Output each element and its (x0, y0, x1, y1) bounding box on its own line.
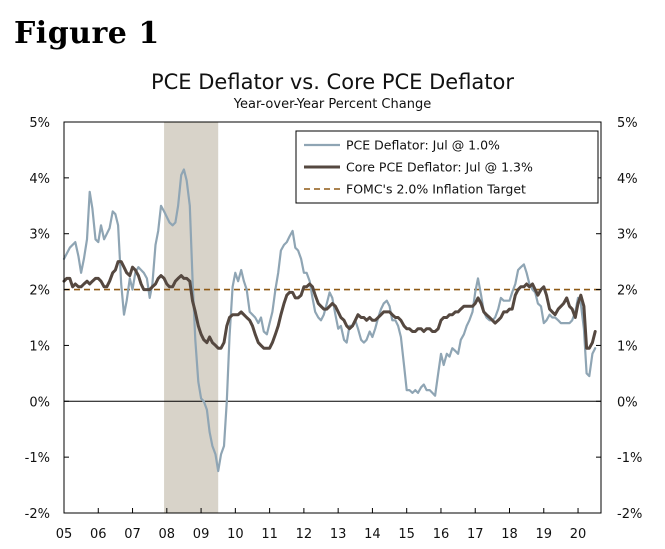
y-tick-label-left: -2% (25, 507, 50, 522)
legend-item-core-pce-deflator-label: Core PCE Deflator: Jul @ 1.3% (346, 160, 533, 175)
y-tick-label-right: 2% (617, 284, 638, 299)
y-tick-label-left: 2% (29, 284, 50, 299)
x-tick-label: 15 (398, 527, 415, 542)
x-tick-label: 05 (56, 527, 73, 542)
y-tick-label-left: 0% (29, 395, 50, 410)
x-tick-label: 10 (227, 527, 244, 542)
legend-box (295, 130, 599, 204)
legend-item-fomc-target-label: FOMC's 2.0% Inflation Target (346, 182, 526, 197)
x-tick-label: 06 (90, 527, 107, 542)
x-tick-label: 18 (501, 527, 518, 542)
x-tick-label: 17 (467, 527, 484, 542)
x-tick-label: 12 (296, 527, 313, 542)
x-tick-label: 20 (570, 527, 587, 542)
chart-title: PCE Deflator vs. Core PCE Deflator (150, 70, 515, 94)
series-layer (62, 168, 601, 473)
x-tick-label: 08 (159, 527, 176, 542)
y-tick-label-right: 1% (617, 339, 638, 354)
tick-layer: 5% 5% 4% 4% 3% 3% 2% 2% 1% 1% 0% 0% -1% -1% -2% -2% 05 06… (25, 116, 643, 542)
y-tick-label-left: 4% (29, 172, 50, 187)
y-tick-label-left: 5% (29, 116, 50, 131)
x-tick-label: 11 (261, 527, 278, 542)
y-tick-label-left: -1% (25, 451, 50, 466)
x-tick-label: 19 (535, 527, 552, 542)
legend-item-pce-deflator-label: PCE Deflator: Jul @ 1.0% (346, 138, 500, 153)
y-tick-label-right: 4% (617, 172, 638, 187)
y-tick-label-left: 1% (29, 339, 50, 354)
y-tick-label-right: -1% (617, 451, 642, 466)
recession-shading (164, 122, 219, 513)
series-line-pce-deflator (62, 168, 597, 473)
plot-frame (63, 121, 602, 514)
y-tick-label-right: 5% (617, 116, 638, 131)
legend: PCE Deflator: Jul @ 1.0% Core PCE Deflato… (295, 130, 599, 204)
y-tick-label-right: 0% (617, 395, 638, 410)
frame-layer (63, 121, 602, 514)
y-tick-label-left: 3% (29, 228, 50, 243)
x-tick-label: 13 (330, 527, 347, 542)
x-tick-label: 14 (364, 527, 381, 542)
x-tick-label: 09 (193, 527, 210, 542)
recession-shading-layer (164, 122, 219, 513)
x-tick-label: 07 (124, 527, 141, 542)
y-tick-label-right: 3% (617, 228, 638, 243)
figure-label: Figure 1 (14, 16, 160, 51)
x-tick-label: 16 (433, 527, 450, 542)
chart-subtitle: Year-over-Year Percent Change (233, 97, 432, 112)
y-tick-label-right: -2% (617, 507, 642, 522)
series-line-core-pce-deflator (62, 260, 597, 350)
